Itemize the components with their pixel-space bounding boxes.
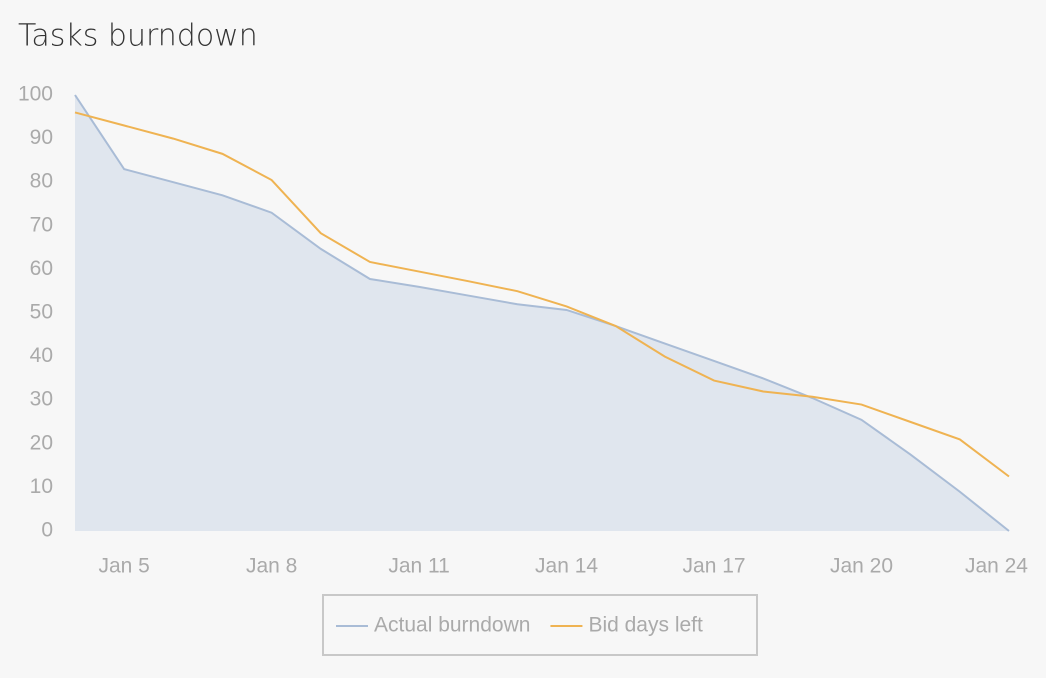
y-tick-label: 0	[41, 519, 53, 542]
y-tick-label: 100	[18, 83, 53, 106]
area	[75, 95, 1009, 531]
y-tick-label: 30	[30, 388, 53, 411]
y-tick-label: 50	[30, 301, 53, 324]
y-tick-label: 40	[30, 344, 53, 367]
y-tick-label: 70	[30, 213, 53, 236]
line	[74, 94, 1010, 532]
legend-box	[322, 594, 758, 656]
x-tick-label: Jan 20	[830, 555, 893, 578]
legend-label: Bid days left	[588, 614, 703, 637]
x-tick-label: Jan 11	[388, 555, 450, 578]
x-tick-label: Jan 5	[98, 555, 149, 578]
x-tick-label: Jan 8	[246, 555, 297, 578]
legend-label: Actual burndown	[374, 614, 530, 637]
y-tick-label: 90	[30, 126, 53, 149]
x-tick-label: Jan 14	[535, 555, 598, 578]
y-tick-label: 10	[30, 475, 53, 498]
y-tick-label: 60	[30, 257, 53, 280]
x-tick-label: Jan 24	[965, 555, 1028, 578]
line	[74, 111, 1010, 478]
x-tick-label: Jan 17	[683, 555, 746, 578]
chart-title: Tasks burndown	[18, 19, 258, 54]
y-tick-label: 80	[30, 170, 53, 193]
y-tick-label: 20	[30, 431, 53, 454]
